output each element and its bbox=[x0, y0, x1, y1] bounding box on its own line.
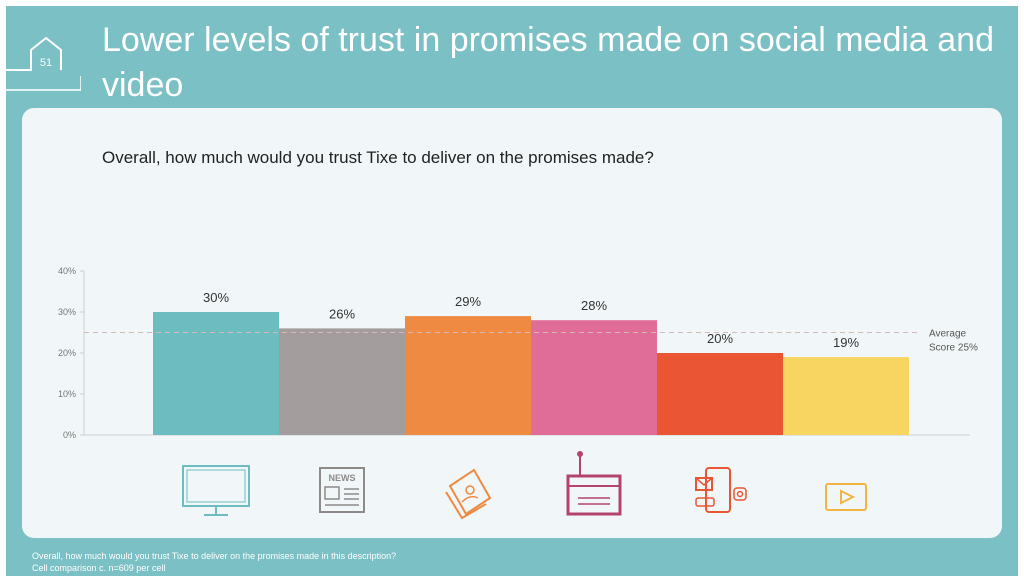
data-label: 20% bbox=[707, 331, 733, 346]
magazine-icon bbox=[445, 468, 492, 520]
y-tick-label: 0% bbox=[63, 430, 76, 440]
social-media-icon bbox=[695, 467, 747, 513]
paper-frame bbox=[319, 467, 365, 513]
average-label-line-1: Average bbox=[929, 329, 967, 340]
chart-question: Overall, how much would you trust Tixe t… bbox=[102, 148, 654, 167]
bar-radio bbox=[531, 320, 657, 435]
tv-icon bbox=[182, 465, 250, 516]
y-tick-label: 30% bbox=[58, 307, 76, 317]
camera-lens bbox=[736, 490, 744, 498]
magazine-body bbox=[461, 495, 479, 503]
tv-inner bbox=[186, 469, 246, 503]
paper-photo bbox=[324, 486, 340, 500]
footnote-line-2: Cell comparison c. n=609 per cell bbox=[32, 563, 166, 573]
play-triangle bbox=[840, 489, 856, 505]
slide-number: 51 bbox=[40, 57, 52, 69]
average-label-line-2: Score 25% bbox=[929, 343, 978, 354]
radio-antenna-tip bbox=[577, 451, 583, 457]
footnote-line-1: Overall, how much would you trust Tixe t… bbox=[32, 551, 397, 561]
video-frame bbox=[825, 483, 867, 511]
radio-icon bbox=[566, 451, 622, 516]
envelope-flap bbox=[695, 477, 713, 486]
chat-bubble bbox=[695, 497, 715, 507]
data-label: 29% bbox=[455, 294, 481, 309]
bar-video bbox=[783, 357, 909, 435]
camera-icon bbox=[733, 487, 747, 501]
bar-magazine bbox=[405, 316, 531, 435]
bar-chart: 0% 10% 20% 30% 40% 30% 26% 29% 28% 20% 19% Average S… bbox=[58, 266, 978, 520]
data-label: 19% bbox=[833, 335, 859, 350]
bar-newspaper bbox=[279, 328, 405, 435]
tv-screen bbox=[182, 465, 250, 507]
paper-headline: NEWS bbox=[329, 473, 356, 483]
logo: 51 bbox=[6, 36, 82, 96]
video-play-icon bbox=[825, 483, 867, 511]
magazine-page bbox=[448, 468, 492, 516]
chart-panel: Overall, how much would you trust Tixe t… bbox=[22, 108, 1002, 538]
footnote: Overall, how much would you trust Tixe t… bbox=[32, 550, 396, 574]
y-tick-label: 10% bbox=[58, 389, 76, 399]
message-envelope bbox=[695, 477, 713, 491]
magazine-head bbox=[465, 485, 475, 495]
slide-title: Lower levels of trust in promises made o… bbox=[102, 21, 994, 104]
home-logo-icon: 51 bbox=[6, 36, 82, 91]
data-label: 30% bbox=[203, 290, 229, 305]
data-label: 28% bbox=[581, 298, 607, 313]
newspaper-icon: NEWS bbox=[319, 467, 365, 513]
bar-tv bbox=[153, 312, 279, 435]
y-tick-label: 20% bbox=[58, 348, 76, 358]
slide: 51 Lower levels of trust in promises mad… bbox=[6, 6, 1018, 576]
radio-body bbox=[566, 474, 622, 516]
y-tick-label: 40% bbox=[58, 266, 76, 276]
data-label: 26% bbox=[329, 306, 355, 321]
bar-social bbox=[657, 353, 783, 435]
magazine-back bbox=[445, 491, 487, 520]
